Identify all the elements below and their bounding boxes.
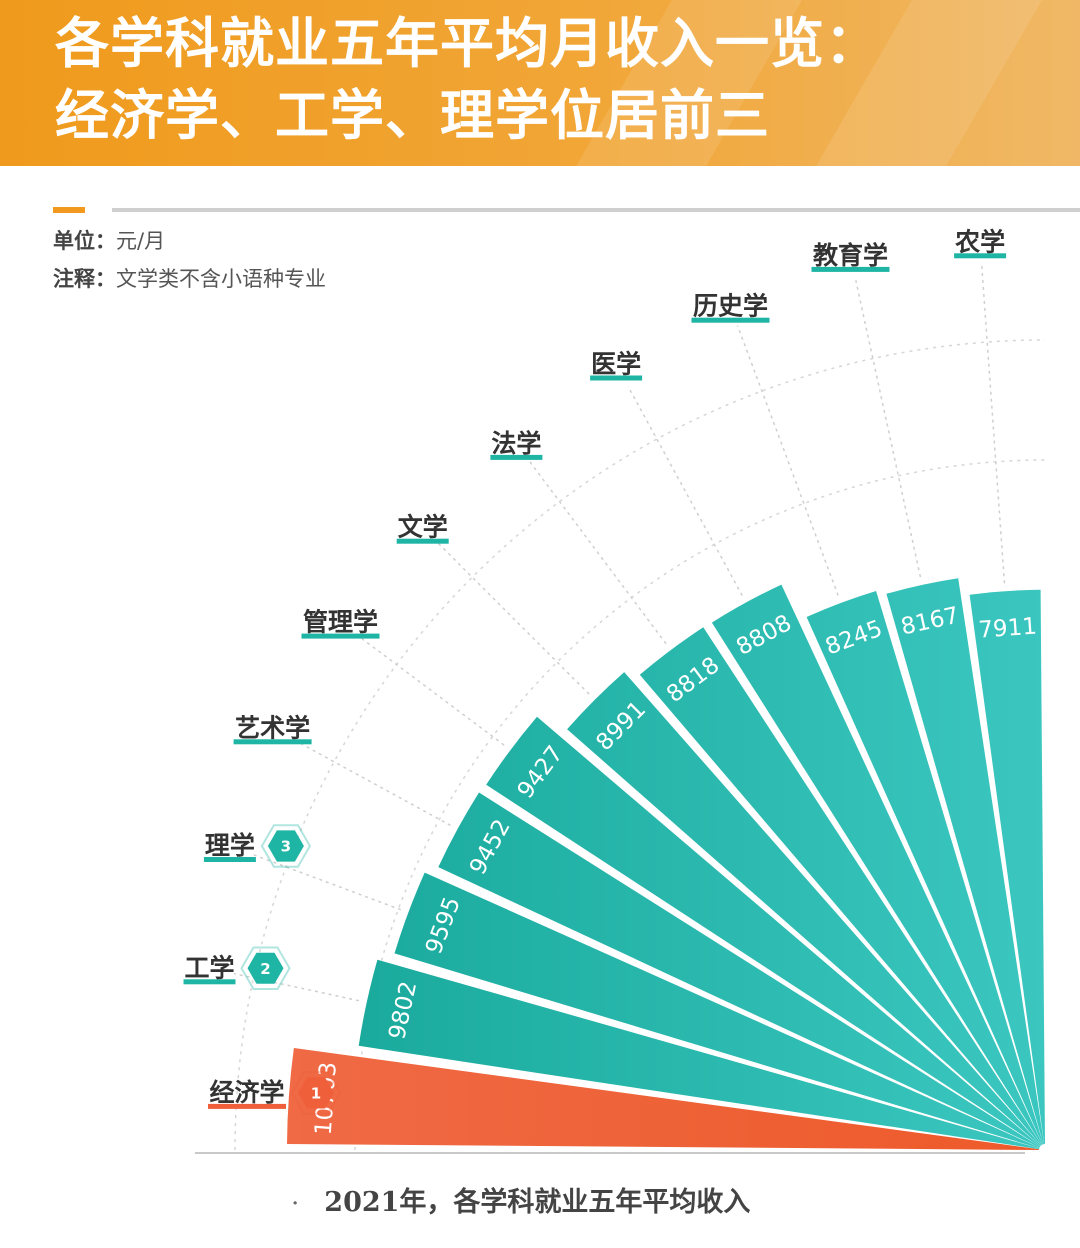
rank-badge-outline-3: [260, 824, 312, 868]
rank-number-2: 2: [260, 960, 270, 978]
page-title-line-1: 各学科就业五年平均月收入一览：: [55, 11, 880, 75]
leader-line-8: [627, 386, 743, 596]
divider-line: [112, 208, 1080, 212]
category-underline-7: [490, 454, 543, 460]
unit-note-value: 元/月: [116, 229, 166, 253]
rank-badge-2: [247, 952, 284, 984]
category-label-11: 农学: [954, 227, 1005, 256]
divider-accent: [53, 207, 85, 213]
category-underline-4: [233, 739, 312, 745]
rank-badge-3: [267, 830, 304, 862]
leader-line-9: [736, 325, 839, 596]
bar-10: [886, 578, 1045, 1145]
chart-caption: · 2021年，各学科就业五年平均收入: [292, 1180, 750, 1219]
leader-line-3: [253, 853, 402, 911]
footnote-value: 文学类不含小语种专业: [116, 267, 326, 291]
category-label-3: 理学: [205, 831, 255, 860]
leader-line-5: [356, 633, 505, 746]
category-underline-3: [203, 857, 256, 862]
category-label-2: 工学: [184, 953, 234, 982]
unit-note: 单位：元/月: [53, 228, 165, 254]
category-underline-10: [811, 266, 890, 272]
leader-line-10: [855, 280, 922, 578]
rank-number-1: 1: [311, 1084, 321, 1102]
bar-9: [806, 591, 1044, 1145]
category-label-5: 管理学: [303, 608, 378, 637]
category-underline-8: [590, 375, 643, 381]
value-label-11: 7911: [978, 614, 1038, 644]
bar-7: [639, 627, 1042, 1146]
leader-line-7: [528, 461, 667, 645]
category-underline-9: [691, 317, 770, 323]
category-label-7: 法学: [491, 429, 541, 458]
rank-number-3: 3: [281, 838, 291, 856]
bar-2: [358, 959, 1040, 1150]
bar-1: [287, 1048, 1040, 1150]
category-underline-1: [208, 1103, 286, 1109]
caption-bullet: ·: [292, 1193, 299, 1214]
page-title-line-2: 经济学、工学、理学位居前三: [55, 83, 770, 147]
category-label-4: 艺术学: [235, 713, 310, 742]
category-underline-2: [183, 979, 236, 985]
footnote: 注释：文学类不含小语种专业: [53, 266, 326, 292]
header-banner: 各学科就业五年平均月收入一览： 经济学、工学、理学位居前三: [0, 0, 1080, 166]
bar-11: [969, 589, 1045, 1145]
category-underline-6: [396, 538, 449, 544]
category-label-10: 教育学: [813, 241, 888, 270]
footnote-label: 注释：: [53, 267, 116, 291]
rank-badge-outline-1: [290, 1071, 342, 1115]
category-label-6: 文学: [398, 513, 448, 542]
unit-note-label: 单位：: [53, 229, 116, 253]
bar-6: [567, 672, 1041, 1146]
caption-text: 2021年，各学科就业五年平均收入: [324, 1187, 751, 1218]
category-label-8: 医学: [591, 350, 641, 379]
category-label-9: 历史学: [693, 292, 768, 321]
leader-line-4: [298, 741, 451, 827]
bar-8: [711, 584, 1043, 1145]
category-underline-5: [301, 633, 380, 639]
bar-3: [394, 872, 1040, 1149]
leader-line-11: [980, 262, 1006, 584]
bar-5: [486, 716, 1041, 1147]
category-label-1: 经济学: [209, 1078, 284, 1107]
rank-badge-outline-2: [240, 946, 291, 990]
leader-line-6: [436, 541, 590, 695]
bar-4: [438, 792, 1040, 1148]
category-underline-11: [954, 253, 1007, 259]
rank-badge-1: [298, 1077, 334, 1109]
